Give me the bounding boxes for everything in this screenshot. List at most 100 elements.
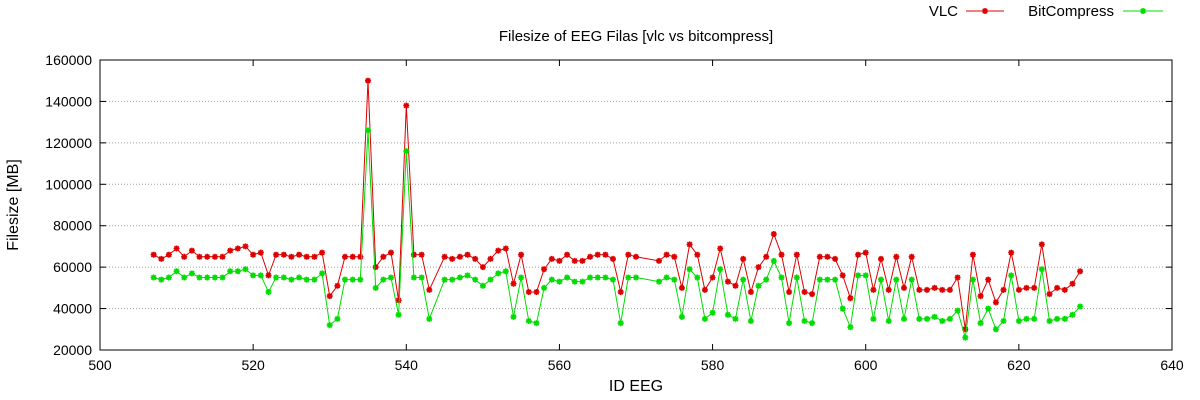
- vlc-point: [487, 255, 494, 262]
- bitcompress-point: [326, 322, 333, 329]
- y-tick-label: 120000: [45, 135, 92, 151]
- vlc-point: [809, 291, 816, 298]
- bitcompress-point: [847, 324, 854, 331]
- bitcompress-point: [671, 276, 678, 283]
- vlc-point: [227, 247, 234, 254]
- vlc-point: [717, 245, 724, 252]
- vlc-point: [1031, 284, 1038, 291]
- bitcompress-point: [257, 272, 264, 279]
- bitcompress-point: [181, 274, 188, 281]
- vlc-point: [855, 251, 862, 258]
- bitcompress-point: [265, 289, 272, 295]
- plot-frame: [99, 59, 1173, 351]
- bitcompress-point: [778, 274, 785, 281]
- vlc-point: [449, 255, 456, 262]
- bitcompress-point: [617, 320, 624, 327]
- bitcompress-point: [196, 274, 203, 281]
- bitcompress-point: [456, 274, 463, 281]
- bitcompress-point: [770, 257, 777, 264]
- y-axis-ticks: 20000 40000 60000 80000 100000 120000 140000 16…: [45, 52, 1172, 358]
- bitcompress-point: [901, 315, 907, 322]
- vlc-point: [816, 253, 823, 260]
- bitcompress-point: [732, 315, 739, 322]
- vlc-point: [870, 286, 877, 293]
- series-vlc: [150, 77, 1084, 333]
- bitcompress-point: [525, 318, 532, 324]
- bitcompress-point: [694, 274, 701, 281]
- x-axis-label: ID EEG: [609, 378, 663, 395]
- vlc-point: [464, 251, 471, 258]
- bitcompress-point: [908, 276, 915, 283]
- x-tick-label: 600: [854, 357, 878, 373]
- bitcompress-point: [816, 276, 823, 283]
- vlc-point: [441, 253, 448, 260]
- vlc-point: [242, 243, 249, 250]
- bitcompress-point: [985, 305, 992, 312]
- bitcompress-point: [250, 272, 257, 279]
- vlc-point: [969, 251, 976, 258]
- x-tick-label: 520: [241, 357, 265, 373]
- bitcompress-point: [740, 276, 747, 283]
- vlc-point: [916, 286, 923, 293]
- vlc-point: [219, 253, 226, 260]
- vlc-point: [602, 251, 609, 258]
- bitcompress-point: [602, 274, 609, 281]
- bitcompress-point: [885, 318, 892, 324]
- vlc-point: [1000, 286, 1007, 293]
- vlc-point: [992, 299, 999, 306]
- bitcompress-point: [571, 278, 578, 285]
- bitcompress-point: [855, 272, 862, 279]
- legend-label-bitcompress: BitCompress: [1028, 3, 1114, 20]
- vlc-point: [878, 255, 884, 262]
- vlc-point: [204, 253, 211, 260]
- bitcompress-point: [663, 274, 670, 281]
- vlc-point: [832, 255, 839, 262]
- vlc-point: [564, 251, 571, 258]
- bitcompress-point: [610, 276, 616, 283]
- bitcompress-point: [1077, 303, 1084, 310]
- vlc-point: [1015, 286, 1022, 293]
- vlc-point: [150, 251, 157, 258]
- bitcompress-point: [342, 276, 348, 283]
- bitcompress-point: [188, 270, 195, 277]
- vlc-point: [472, 255, 479, 262]
- bitcompress-point: [541, 284, 548, 291]
- bitcompress-point: [931, 313, 938, 320]
- bitcompress-point: [403, 148, 410, 155]
- vlc-point: [311, 253, 318, 260]
- bitcompress-point: [165, 274, 172, 281]
- vlc-point: [357, 253, 364, 260]
- bitcompress-point: [227, 268, 234, 275]
- bitcompress-point: [449, 276, 456, 283]
- bitcompress-point: [832, 276, 839, 283]
- x-axis-ticks: 500 520 540 560 580 600 620 640: [88, 60, 1184, 373]
- vlc-point: [1054, 284, 1061, 291]
- vlc-point: [334, 282, 341, 289]
- vlc-point: [533, 289, 540, 295]
- bitcompress-point: [234, 268, 241, 275]
- vlc-point: [158, 255, 165, 262]
- bitcompress-point: [158, 276, 165, 283]
- bitcompress-point: [288, 276, 295, 283]
- bitcompress-point: [992, 326, 999, 333]
- vlc-point: [985, 276, 992, 283]
- vlc-point: [686, 241, 693, 248]
- bitcompress-point: [365, 127, 371, 134]
- vlc-point: [939, 286, 946, 293]
- legend-marker-vlc: [982, 8, 988, 14]
- vlc-point: [908, 253, 915, 260]
- bitcompress-point: [862, 272, 869, 279]
- vlc-point: [862, 249, 869, 256]
- bitcompress-point: [1069, 311, 1076, 318]
- vlc-point: [541, 266, 548, 273]
- bitcompress-point: [625, 274, 632, 281]
- bitcompress-point: [418, 274, 425, 281]
- bitcompress-point: [487, 276, 494, 283]
- bitcompress-point: [924, 315, 930, 322]
- bitcompress-point: [204, 274, 211, 281]
- vlc-point: [633, 253, 639, 260]
- x-tick-label: 540: [395, 357, 419, 373]
- vlc-point: [678, 284, 685, 291]
- bitcompress-point: [441, 276, 448, 283]
